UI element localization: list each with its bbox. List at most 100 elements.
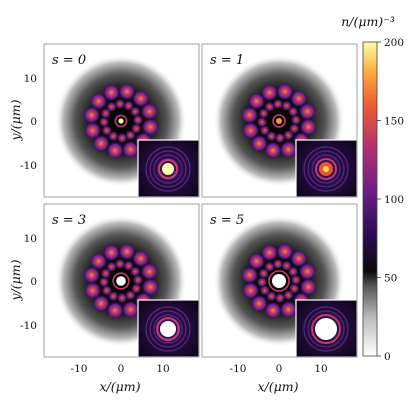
density-petal-inner (101, 285, 112, 296)
density-petal-outer (118, 243, 136, 261)
x-tick-label-left-neg10: -10 (71, 363, 88, 375)
core-ring (268, 270, 290, 292)
density-petal-inner (108, 131, 119, 142)
inset-zoom (295, 139, 358, 198)
density-petal-outer (280, 140, 298, 158)
density-petal-inner (117, 292, 128, 303)
density-petal-inner (114, 99, 125, 110)
panel-s-1: s = 1 (201, 43, 358, 198)
density-petal-inner (264, 101, 275, 112)
density-petal-outer (92, 294, 110, 312)
density-petal-outer (248, 252, 266, 270)
y-axis-label-bottom: y/(μm) (8, 259, 23, 301)
colorbar-gradient (362, 41, 378, 357)
vortex-core (276, 118, 282, 124)
panels-group: s = 0 s = 1 s = 3 s = 5 (43, 43, 358, 358)
y-tick-label-top-neg10: -10 (20, 160, 37, 172)
inset-ring (303, 306, 349, 352)
density-petal-inner (281, 100, 292, 111)
density-petal-outer (242, 282, 260, 300)
density-petal-outer (299, 118, 317, 136)
density-petal-outer (290, 250, 308, 268)
y-tick-label-bottom-neg10: -10 (20, 320, 37, 332)
density-petal-inner (99, 277, 110, 288)
density-petal-outer (298, 262, 316, 280)
density-petal-inner (275, 132, 286, 143)
inset-core-ring (156, 317, 180, 341)
density-petal-outer (84, 282, 102, 300)
y-tick-label-bottom-0: 0 (30, 276, 37, 288)
density-petal-outer (140, 102, 158, 120)
y-tick-label-top-10: 10 (24, 73, 37, 85)
x-axis-label-left: x/(μm) (100, 379, 141, 394)
inset-core-ring (311, 314, 341, 344)
colorbar-tick-label: 150 (384, 116, 404, 128)
panel-s-0: s = 0 (43, 43, 200, 198)
vortex-core (116, 276, 126, 286)
density-petal-inner (259, 125, 270, 136)
inset-ring (153, 314, 183, 344)
density-petal-outer (298, 102, 316, 120)
inset-ring (149, 310, 187, 348)
core-ring (114, 114, 128, 128)
density-petal-outer (290, 90, 308, 108)
density-petal-outer (122, 140, 140, 158)
density-petal-outer (90, 252, 108, 270)
inset-core-center (323, 166, 329, 172)
density-petal-inner (106, 101, 117, 112)
density-petal-inner (264, 261, 275, 272)
density-petal-outer (264, 141, 282, 159)
density-petal-outer (106, 141, 124, 159)
x-tick-label-right-10: 10 (314, 363, 327, 375)
inset-core-ring (315, 158, 337, 180)
density-petal-outer (276, 243, 294, 261)
density-petal-outer (83, 106, 101, 124)
vortex-core (118, 118, 124, 124)
density-petal-outer (132, 90, 150, 108)
density-petal-inner (125, 130, 136, 141)
density-petal-outer (260, 244, 278, 262)
inset-ring (153, 154, 183, 184)
density-petal-outer (241, 106, 259, 124)
x-tick-label-left-0: 0 (118, 363, 125, 375)
density-petal-outer (141, 278, 159, 296)
density-petal-outer (280, 300, 298, 318)
density-petal-outer (250, 294, 268, 312)
inset-ring (145, 306, 191, 352)
density-petal-inner (290, 274, 301, 285)
density-petal-outer (92, 134, 110, 152)
panel-frame (201, 203, 358, 358)
x-axis-left: -10 0 10 (71, 363, 170, 375)
density-petal-inner (289, 123, 300, 134)
density-petal-inner (100, 108, 111, 119)
y-tick-label-top-0: 0 (30, 116, 37, 128)
density-petal-inner (283, 290, 294, 301)
density-petal-inner (258, 108, 269, 119)
density-petal-inner (283, 130, 294, 141)
inset-ring (307, 150, 345, 188)
inset-zoom (137, 139, 200, 198)
panel-label: s = 3 (52, 213, 86, 228)
x-axis-label-right: x/(μm) (258, 379, 299, 394)
x-axis-right: -10 0 10 (230, 363, 328, 375)
density-petal-inner (259, 285, 270, 296)
density-petal-outer (260, 84, 278, 102)
density-petal-outer (141, 118, 159, 136)
core-ring (112, 272, 130, 290)
panel-frame (43, 203, 200, 358)
density-petal-outer (83, 266, 101, 284)
density-petal-outer (276, 83, 294, 101)
panel-s-5: s = 5 (201, 203, 358, 358)
density-petal-inner (123, 100, 134, 111)
density-petal-outer (122, 300, 140, 318)
y-tick-label-bottom-10: 10 (24, 233, 37, 245)
density-petal-inner (130, 106, 141, 117)
density-petal-outer (299, 278, 317, 296)
colorbar-tick-label: 100 (384, 194, 404, 206)
y-axis-label-top: y/(μm) (8, 99, 23, 141)
density-petal-inner (289, 283, 300, 294)
density-petal-outer (248, 92, 266, 110)
density-petal-inner (125, 290, 136, 301)
density-petal-outer (84, 122, 102, 140)
density-petal-inner (101, 125, 112, 136)
